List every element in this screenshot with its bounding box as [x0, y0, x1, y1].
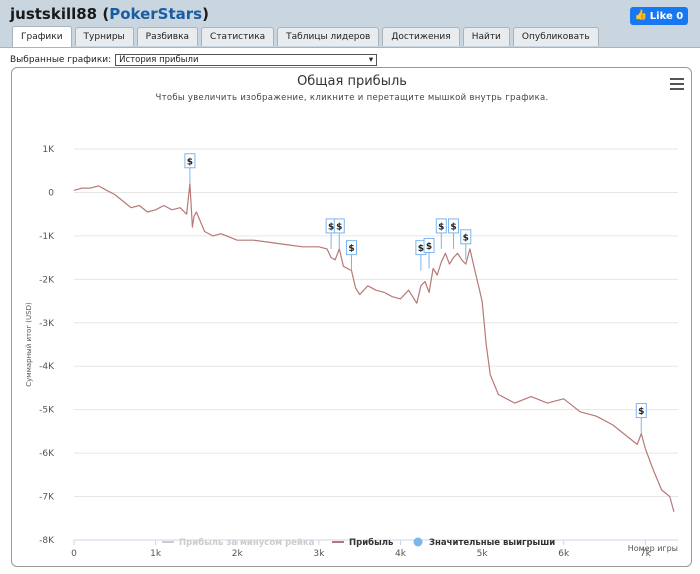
y-tick-label: 0 — [48, 188, 54, 198]
profit-series-line — [73, 183, 675, 512]
big-win-flag-label: $ — [426, 242, 432, 252]
big-win-flag-label: $ — [450, 222, 456, 232]
chart-container[interactable]: Общая прибыль Чтобы увеличить изображение… — [11, 67, 692, 567]
y-tick-label: -3K — [39, 319, 55, 329]
username: justskill88 — [10, 5, 98, 23]
top-bar: justskill88 (PokerStars) 👍 Like 0 График… — [0, 0, 700, 48]
x-tick-label: 5k — [477, 549, 489, 559]
y-tick-label: -1K — [39, 232, 55, 242]
tab-breakdown[interactable]: Разбивка — [136, 27, 199, 46]
big-win-flag — [460, 229, 472, 245]
legend-item-label[interactable]: Прибыль за минусом рейка — [179, 537, 315, 548]
y-tick-label: -6K — [39, 449, 55, 459]
big-win-flag-label: $ — [328, 222, 334, 232]
fb-like-label: Like 0 — [649, 10, 684, 22]
content-panel: Выбранные графики: История прибыли ▾ Общ… — [0, 47, 700, 574]
big-win-flag — [435, 218, 447, 234]
tab-tournaments[interactable]: Турниры — [74, 27, 134, 46]
x-tick-label: 3k — [313, 549, 325, 559]
tab-leaderboards[interactable]: Таблицы лидеров — [277, 27, 380, 46]
big-win-flag-label: $ — [348, 244, 354, 254]
chart-selector-value: История прибыли — [119, 55, 199, 65]
y-tick-label: -8K — [39, 536, 55, 546]
x-tick-label: 4k — [395, 549, 407, 559]
legend-item-label[interactable]: Значительные выигрыши — [429, 538, 555, 548]
x-tick-label: 6k — [558, 549, 570, 559]
y-axis-title: Суммарный итог (USD) — [25, 302, 33, 387]
y-tick-label: -7K — [39, 493, 55, 503]
chart-title: Общая прибыль — [297, 74, 407, 89]
tab-statistics[interactable]: Статистика — [201, 27, 275, 46]
big-win-flag — [448, 218, 460, 234]
y-tick-label: -2K — [39, 275, 55, 285]
big-win-flag — [423, 237, 435, 253]
x-axis-title: Номер игры — [628, 544, 678, 553]
chevron-down-icon: ▾ — [368, 55, 374, 65]
chart-selector-label: Выбранные графики: — [10, 55, 112, 65]
profit-chart[interactable]: Общая прибыль Чтобы увеличить изображение… — [12, 68, 693, 568]
site-link[interactable]: PokerStars — [109, 5, 203, 23]
tab-bar: Графики Турниры Разбивка Статистика Табл… — [12, 26, 599, 47]
big-win-flag-label: $ — [438, 222, 444, 232]
big-win-flag — [184, 153, 196, 169]
y-tick-label: 1K — [42, 145, 55, 155]
big-win-flag-label: $ — [638, 407, 644, 417]
thumbs-up-icon: 👍 — [634, 10, 648, 21]
big-win-flag — [333, 218, 345, 234]
big-win-flag — [635, 403, 647, 419]
legend-item-label[interactable]: Прибыль — [349, 537, 393, 548]
big-win-flag-label: $ — [418, 244, 424, 254]
big-win-flag — [346, 240, 358, 256]
big-win-flag-label: $ — [187, 157, 193, 167]
legend-marker — [413, 537, 423, 547]
chart-selector-row: Выбранные графики: История прибыли ▾ — [10, 54, 378, 66]
tab-publish[interactable]: Опубликовать — [512, 27, 599, 46]
chart-menu-icon[interactable] — [670, 78, 684, 90]
x-tick-label: 1k — [150, 549, 162, 559]
x-tick-label: 7k — [640, 549, 652, 559]
chart-selector-dropdown[interactable]: История прибыли ▾ — [115, 54, 378, 66]
chart-subtitle: Чтобы увеличить изображение, кликните и … — [155, 93, 548, 103]
tab-achievements[interactable]: Достижения — [382, 27, 460, 46]
x-tick-label: 0 — [71, 549, 77, 559]
tab-charts[interactable]: Графики — [12, 26, 72, 47]
player-title: justskill88 (PokerStars) — [10, 5, 209, 23]
big-win-flag-label: $ — [463, 233, 469, 243]
y-tick-label: -4K — [39, 362, 55, 372]
facebook-like-button[interactable]: 👍 Like 0 — [630, 7, 688, 25]
big-win-flag-label: $ — [336, 222, 342, 232]
x-tick-label: 2k — [232, 549, 244, 559]
y-tick-label: -5K — [39, 406, 55, 416]
tab-find[interactable]: Найти — [462, 27, 510, 46]
